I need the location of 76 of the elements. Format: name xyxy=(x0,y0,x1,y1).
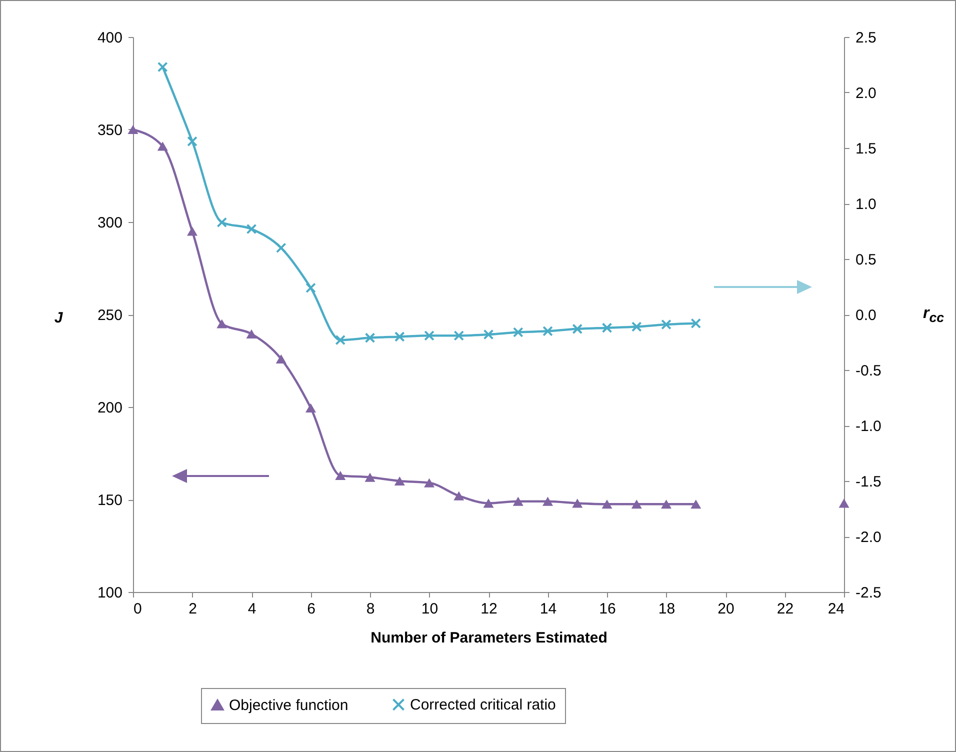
point xyxy=(394,476,405,486)
x-tick-label: 24 xyxy=(828,600,844,618)
point xyxy=(512,496,524,506)
point xyxy=(276,242,286,254)
point xyxy=(335,334,346,346)
y2-tick-label: 2.5 xyxy=(856,30,876,46)
point xyxy=(661,500,672,509)
point xyxy=(128,124,138,134)
y2-tick-label: -2.5 xyxy=(856,584,882,602)
y-tick-label: 250 xyxy=(97,307,122,324)
point xyxy=(364,332,376,343)
y-tick-label: 100 xyxy=(97,584,122,602)
y-tick-label: 400 xyxy=(97,30,122,46)
y-tick-label: 200 xyxy=(97,400,122,416)
point xyxy=(631,322,642,332)
y2-tick-label: -2.0 xyxy=(856,529,882,546)
point xyxy=(187,136,198,147)
point xyxy=(454,330,464,341)
point xyxy=(187,226,198,236)
x-tick-label: 14 xyxy=(540,600,557,618)
point xyxy=(542,496,553,506)
point xyxy=(424,330,434,341)
point xyxy=(483,498,494,508)
point xyxy=(394,332,405,342)
point xyxy=(246,224,257,234)
x-axis-title: Number of Parameters Estimated xyxy=(370,630,608,646)
y2-tick-label: 0.0 xyxy=(856,307,876,324)
y2-tick-label: 0.5 xyxy=(856,252,876,268)
point xyxy=(602,322,612,334)
x-tick-label: 4 xyxy=(248,600,256,618)
point xyxy=(483,329,494,340)
point xyxy=(690,318,702,329)
x-tick-label: 22 xyxy=(776,600,794,618)
point xyxy=(276,354,286,364)
point xyxy=(424,478,434,488)
point xyxy=(572,498,583,508)
x-tick-label: 12 xyxy=(480,600,498,618)
point xyxy=(335,470,346,480)
legend-label: Objective function xyxy=(229,696,348,714)
point xyxy=(690,500,702,509)
x-tick-label: 18 xyxy=(658,600,676,618)
x-tick-label: 6 xyxy=(307,600,316,618)
x-tick-label: 20 xyxy=(718,600,734,618)
y2-tick-label: -1.0 xyxy=(856,418,882,435)
x-tick-label: 10 xyxy=(421,600,438,618)
y-tick-label: 350 xyxy=(97,122,122,139)
x-tick-label: 8 xyxy=(366,600,375,618)
point xyxy=(454,491,464,500)
y-tick-label: 300 xyxy=(97,214,122,232)
x-tick-label: 2 xyxy=(188,600,197,618)
point xyxy=(246,329,257,338)
y2-tick-label: -0.5 xyxy=(856,362,882,380)
y-axis-title: J xyxy=(54,310,64,326)
point xyxy=(512,327,524,338)
point xyxy=(542,326,553,336)
point xyxy=(572,324,583,334)
y2-axis-title: r$_{cc}$ xyxy=(923,305,944,326)
point xyxy=(602,500,612,509)
x-tick-label: 16 xyxy=(599,600,616,618)
y2-tick-label: 2.0 xyxy=(856,85,876,102)
y-tick-label: 150 xyxy=(97,492,122,509)
x-tick-label: 0 xyxy=(134,600,142,618)
point xyxy=(838,498,850,508)
point xyxy=(306,282,316,294)
y2-tick-label: -1.5 xyxy=(856,474,882,490)
point xyxy=(661,319,672,330)
point xyxy=(216,319,228,328)
point xyxy=(157,62,168,72)
y2-tick-label: 1.0 xyxy=(856,196,876,213)
legend-label: Corrected critical ratio xyxy=(410,696,556,714)
y2-tick-label: 1.5 xyxy=(856,140,876,158)
point xyxy=(157,142,168,151)
point xyxy=(364,472,376,482)
point xyxy=(216,217,228,228)
point xyxy=(631,500,642,509)
point xyxy=(306,403,316,412)
